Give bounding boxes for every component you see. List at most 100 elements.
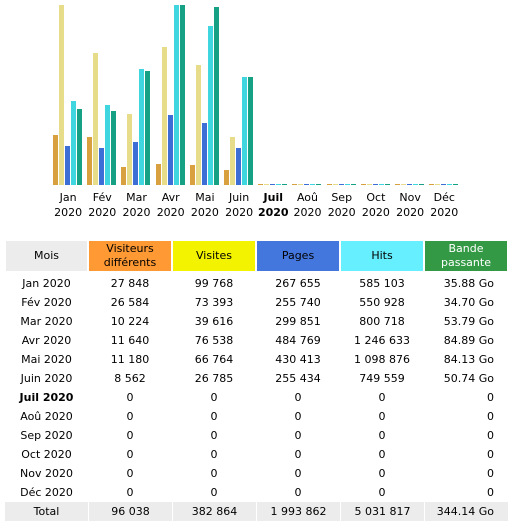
value-cell: 0 [487, 429, 494, 442]
bar [366, 184, 372, 185]
bar [224, 169, 229, 185]
value-cell: 0 [210, 410, 218, 423]
month-cell: Déc 2020 [20, 486, 73, 499]
bar [372, 184, 378, 185]
x-tick-label: Avr 2020 [156, 191, 185, 219]
bar [99, 148, 105, 185]
value-cell: 35.88 Go [443, 277, 494, 290]
value-cell: 99 768 [194, 277, 234, 290]
value-cell: 585 103 [359, 277, 405, 290]
value-cell: 34.70 Go [443, 296, 494, 309]
x-tick-label: Oct 2020 [361, 191, 390, 219]
bar [53, 134, 58, 185]
bar [378, 184, 384, 185]
value-cell: 0 [126, 391, 134, 404]
value-cell: 0 [210, 448, 218, 461]
value-cell: 0 [378, 467, 386, 480]
month-cell: Juin 2020 [20, 372, 73, 385]
bar [179, 5, 185, 185]
bar [344, 184, 350, 185]
value-cell: 27 848 [110, 277, 150, 290]
bar [213, 6, 219, 185]
bar [360, 184, 366, 185]
bar [242, 76, 247, 185]
value-cell: 0 [487, 486, 494, 499]
value-cell: 0 [487, 410, 494, 423]
bar [230, 136, 235, 185]
value-cell: 66 764 [194, 353, 234, 366]
bar [87, 137, 93, 185]
value-cell: 267 655 [275, 277, 321, 290]
value-cell: 0 [294, 448, 302, 461]
value-cell: 0 [210, 467, 218, 480]
month-cell: Sep 2020 [20, 429, 73, 442]
bar [201, 122, 207, 185]
value-cell: 84.13 Go [443, 353, 494, 366]
bar [264, 184, 270, 185]
value-cell: 0 [487, 467, 494, 480]
value-cell: 0 [378, 410, 386, 423]
bar [93, 52, 99, 185]
bar [189, 164, 195, 185]
bar [77, 108, 82, 185]
value-cell: 0 [294, 467, 302, 480]
bar [139, 69, 145, 185]
x-tick-label: Mar 2020 [122, 191, 151, 219]
bar [65, 146, 70, 185]
bar [453, 184, 459, 185]
bar [167, 115, 173, 185]
month-cell: Mai 2020 [21, 353, 72, 366]
x-tick-label: Juin 2020 [225, 191, 254, 219]
month-cell: Nov 2020 [20, 467, 73, 480]
value-cell: 0 [126, 410, 134, 423]
bar [401, 184, 406, 185]
x-tick-label: Jan 2020 [54, 191, 83, 219]
bar [161, 46, 167, 185]
value-cell: 11 640 [110, 334, 150, 347]
bar [282, 184, 288, 185]
bar [145, 70, 151, 185]
bar [310, 184, 316, 185]
bar [447, 184, 453, 185]
value-cell: 749 559 [359, 372, 405, 385]
value-cell: 430 413 [275, 353, 321, 366]
bar [292, 184, 298, 185]
bar [441, 184, 447, 185]
value-cell: 8 562 [114, 372, 146, 385]
value-cell: 11 180 [110, 353, 150, 366]
value-cell: 255 434 [275, 372, 321, 385]
bar [435, 184, 441, 185]
month-cell: Oct 2020 [21, 448, 72, 461]
bar [127, 113, 133, 185]
value-cell: 26 584 [110, 296, 150, 309]
value-cell: 0 [487, 391, 494, 404]
value-cell: 255 740 [275, 296, 321, 309]
total-cell: 344.14 Go [424, 502, 508, 521]
value-cell: 484 769 [275, 334, 321, 347]
bar [207, 26, 213, 185]
bar [270, 184, 276, 185]
bar [326, 184, 332, 185]
value-cell: 0 [294, 410, 302, 423]
value-cell: 0 [210, 429, 218, 442]
bar [407, 184, 412, 185]
value-cell: 0 [378, 448, 386, 461]
total-cell: 382 864 [172, 502, 256, 521]
column-header: Mois [5, 240, 88, 272]
bar [395, 184, 400, 185]
value-cell: 84.89 Go [443, 334, 494, 347]
total-cell: 96 038 [88, 502, 172, 521]
value-cell: 0 [487, 448, 494, 461]
x-tick-label: Mai 2020 [190, 191, 219, 219]
value-cell: 0 [126, 486, 134, 499]
value-cell: 0 [126, 467, 134, 480]
value-cell: 0 [294, 391, 302, 404]
series-header: Bande passante [424, 240, 508, 272]
bar [105, 105, 111, 185]
bar [338, 184, 344, 185]
value-cell: 26 785 [194, 372, 234, 385]
bar [350, 184, 356, 185]
series-header: Hits [340, 240, 424, 272]
bar [59, 5, 64, 185]
